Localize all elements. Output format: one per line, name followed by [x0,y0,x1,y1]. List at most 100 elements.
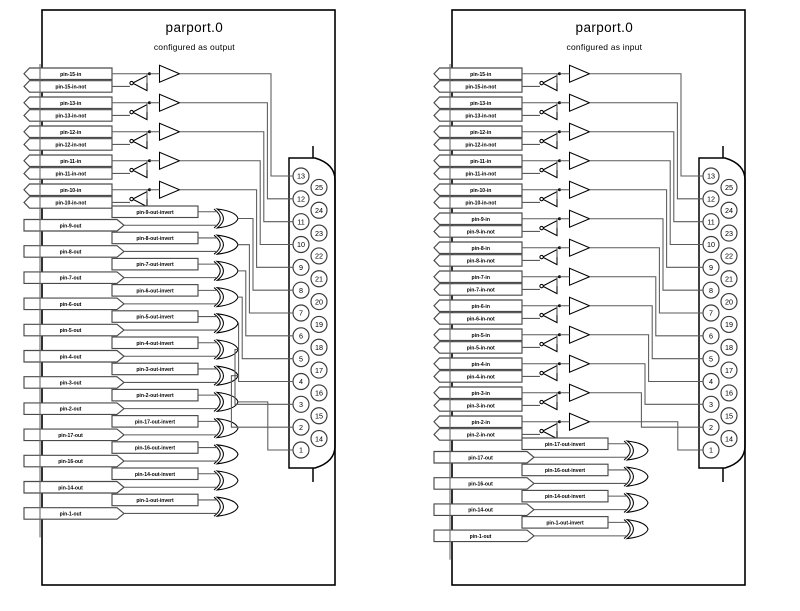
signal-pin-10-in[interactable]: pin-10-in [433,183,523,197]
param-pin-16-out-invert[interactable]: pin-16-out-invert [111,441,199,454]
signal-pin-4-in-not-shape[interactable] [433,370,523,383]
signal-pin-12-in-not[interactable]: pin-12-in-not [433,138,523,151]
signal-pin-16-out[interactable]: pin-16-out [23,454,125,468]
signal-pin-6-out[interactable]: pin-6-out [23,297,125,311]
signal-pin-13-in-not[interactable]: pin-13-in-not [23,109,113,122]
connector-pin-25-circle[interactable] [720,178,738,196]
param-pin-4-out-invert[interactable]: pin-4-out-invert [111,336,199,350]
connector-pin-21-circle[interactable] [310,270,328,288]
inverter-13-bubble[interactable] [129,109,134,115]
connector-pin-7[interactable]: 7 [292,304,310,322]
connector-pin-20[interactable]: 20 [720,293,738,311]
signal-pin-9-in-shape[interactable] [433,212,523,226]
connector-pin-25-circle[interactable] [310,178,328,196]
signal-pin-15-in-not-shape[interactable] [23,80,113,93]
connector-pin-19[interactable]: 19 [720,315,738,333]
signal-pin-8-out[interactable]: pin-8-out [23,245,125,258]
inverter-6-bubble[interactable] [539,312,544,318]
connector-pin-1[interactable]: 1 [292,441,310,459]
signal-pin-7-in-shape[interactable] [433,270,523,284]
connector-pin-21-circle[interactable] [720,270,738,288]
signal-pin-2-out-shape[interactable] [23,402,125,415]
signal-pin-15-in[interactable]: pin-15-in [23,67,113,81]
connector-pin-14[interactable]: 14 [310,430,328,448]
signal-pin-11-in-not-shape[interactable] [433,167,523,180]
inverter-10-bubble[interactable] [539,196,544,202]
connector-pin-24[interactable]: 24 [310,201,328,219]
connector-pin-15[interactable]: 15 [720,407,738,425]
param-pin-17-out-invert[interactable]: pin-17-out-invert [521,437,609,451]
connector-pin-25[interactable]: 25 [310,178,328,196]
signal-pin-6-in[interactable]: pin-6-in [433,299,523,313]
connector-pin-16-circle[interactable] [720,384,738,402]
connector-pin-18[interactable]: 18 [310,338,328,356]
signal-pin-3-in-shape[interactable] [433,386,523,400]
connector-pin-5[interactable]: 5 [292,350,310,368]
connector-pin-17-circle[interactable] [720,361,738,379]
signal-pin-8-in-not[interactable]: pin-8-in-not [433,254,523,267]
connector-pin-18-circle[interactable] [310,338,328,356]
connector-pin-9[interactable]: 9 [702,258,720,276]
signal-pin-11-in-not[interactable]: pin-11-in-not [433,167,523,180]
connector-pin-16[interactable]: 16 [310,384,328,402]
inverter-9-bubble[interactable] [539,225,544,231]
connector-pin-17[interactable]: 17 [720,361,738,379]
signal-pin-12-in-not-shape[interactable] [23,138,113,151]
connector-pin-20[interactable]: 20 [310,293,328,311]
signal-pin-9-in-not[interactable]: pin-9-in-not [433,225,523,238]
signal-pin-3-out[interactable]: pin-3-out [23,376,125,389]
signal-pin-7-in-not[interactable]: pin-7-in-not [433,283,523,296]
signal-pin-10-in-shape[interactable] [23,183,113,197]
connector-pin-16[interactable]: 16 [720,384,738,402]
connector-pin-23-circle[interactable] [310,224,328,242]
connector-pin-20-circle[interactable] [720,293,738,311]
signal-pin-5-out[interactable]: pin-5-out [23,323,125,337]
connector-pin-17-circle[interactable] [310,361,328,379]
connector-pin-8[interactable]: 8 [292,281,310,299]
signal-pin-15-in-shape[interactable] [433,67,523,81]
signal-pin-6-in-shape[interactable] [433,299,523,313]
connector-pin-24[interactable]: 24 [720,201,738,219]
inverter-4-bubble[interactable] [539,370,544,376]
connector-pin-1[interactable]: 1 [702,441,720,459]
signal-pin-13-in[interactable]: pin-13-in [23,96,113,110]
param-pin-16-out-invert[interactable]: pin-16-out-invert [521,463,609,477]
connector-pin-7[interactable]: 7 [702,304,720,322]
param-pin-6-out-invert[interactable]: pin-6-out-invert [111,284,199,297]
connector-pin-6[interactable]: 6 [292,327,310,345]
signal-pin-16-out[interactable]: pin-16-out [433,477,535,490]
signal-pin-15-in-not[interactable]: pin-15-in-not [433,80,523,93]
signal-pin-7-in-not-shape[interactable] [433,283,523,296]
signal-pin-1-out[interactable]: pin-1-out [433,529,535,543]
param-pin-1-out-invert[interactable]: pin-1-out-invert [521,516,609,529]
connector-pin-14-circle[interactable] [310,430,328,448]
inverter-12-bubble[interactable] [129,138,134,144]
connector-pin-4[interactable]: 4 [702,372,720,391]
signal-pin-17-out[interactable]: pin-17-out [433,450,535,464]
connector-pin-22-circle[interactable] [720,247,738,265]
connector-pin-5[interactable]: 5 [702,350,720,368]
signal-pin-11-in-shape[interactable] [433,154,523,168]
connector-pin-2[interactable]: 2 [702,418,720,436]
connector-pin-15-circle[interactable] [310,407,328,425]
inverter-13-bubble[interactable] [539,109,544,115]
signal-pin-8-out-shape[interactable] [23,245,125,258]
signal-pin-12-in-shape[interactable] [23,125,113,139]
connector-pin-24-circle[interactable] [310,201,328,219]
signal-pin-3-in[interactable]: pin-3-in [433,386,523,400]
signal-pin-8-in[interactable]: pin-8-in [433,241,523,255]
signal-pin-11-in-not[interactable]: pin-11-in-not [23,167,113,180]
connector-pin-13[interactable]: 13 [702,167,720,185]
signal-pin-11-in-not-shape[interactable] [23,167,113,180]
param-pin-3-out-invert[interactable]: pin-3-out-invert [111,362,199,376]
signal-pin-13-in-shape[interactable] [23,96,113,110]
signal-pin-4-in-not[interactable]: pin-4-in-not [433,370,523,383]
signal-pin-14-out[interactable]: pin-14-out [23,480,125,494]
signal-pin-11-in[interactable]: pin-11-in [23,154,113,168]
connector-pin-6[interactable]: 6 [702,327,720,345]
signal-pin-15-in-not[interactable]: pin-15-in-not [23,80,113,93]
inverter-15-bubble[interactable] [129,80,134,86]
connector-pin-15[interactable]: 15 [310,407,328,425]
signal-pin-3-in-not[interactable]: pin-3-in-not [433,399,523,412]
signal-pin-4-out-shape[interactable] [23,349,125,363]
